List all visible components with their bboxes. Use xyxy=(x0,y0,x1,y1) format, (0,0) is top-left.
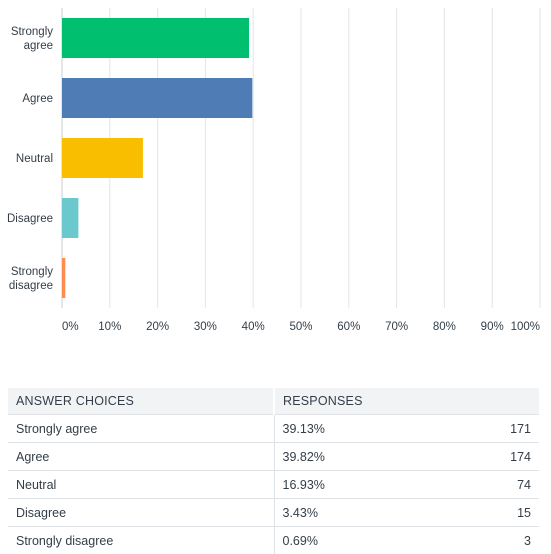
x-tick-label: 60% xyxy=(337,321,360,333)
row-choice: Disagree xyxy=(8,499,274,527)
bar xyxy=(62,78,252,118)
row-choice: Strongly agree xyxy=(8,415,274,443)
row-count: 171 xyxy=(441,415,540,443)
x-tick-label: 100% xyxy=(511,321,540,333)
row-count: 15 xyxy=(441,499,540,527)
table-row: Strongly disagree 0.69% 3 xyxy=(8,527,539,554)
bar xyxy=(62,18,249,58)
x-tick-label: 70% xyxy=(385,321,408,333)
table-header-row: ANSWER CHOICES RESPONSES xyxy=(8,388,539,415)
row-count: 174 xyxy=(441,443,540,471)
row-percent: 16.93% xyxy=(274,471,441,499)
row-percent: 39.82% xyxy=(274,443,441,471)
table-row: Agree 39.82% 174 xyxy=(8,443,539,471)
bar xyxy=(62,138,143,178)
x-tick-label: 10% xyxy=(98,321,121,333)
row-percent: 0.69% xyxy=(274,527,441,554)
table-row: Disagree 3.43% 15 xyxy=(8,499,539,527)
x-tick-label: 90% xyxy=(481,321,504,333)
x-tick-label: 50% xyxy=(289,321,312,333)
row-count: 3 xyxy=(441,527,540,554)
row-count: 74 xyxy=(441,471,540,499)
x-tick-label: 40% xyxy=(242,321,265,333)
chart-x-ticks: 0% 10% 20% 30% 40% 50% 60% 70% 80% 90% 100% xyxy=(62,321,540,333)
header-responses: RESPONSES xyxy=(274,388,539,415)
row-choice: Strongly disagree xyxy=(8,527,274,554)
category-label: Disagree xyxy=(7,213,53,225)
category-label: Agree xyxy=(22,93,53,105)
x-tick-label: 80% xyxy=(433,321,456,333)
x-tick-label: 20% xyxy=(146,321,169,333)
row-choice: Neutral xyxy=(8,471,274,499)
row-percent: 39.13% xyxy=(274,415,441,443)
table-row: Strongly agree 39.13% 171 xyxy=(8,415,539,443)
bar xyxy=(62,258,65,298)
x-tick-label: 0% xyxy=(62,321,79,333)
row-percent: 3.43% xyxy=(274,499,441,527)
responses-table: ANSWER CHOICES RESPONSES Strongly agree … xyxy=(8,388,539,554)
x-tick-label: 30% xyxy=(194,321,217,333)
table-row: Neutral 16.93% 74 xyxy=(8,471,539,499)
header-answer-choices: ANSWER CHOICES xyxy=(8,388,274,415)
row-choice: Agree xyxy=(8,443,274,471)
bar xyxy=(62,198,78,238)
category-label: Neutral xyxy=(16,153,53,165)
